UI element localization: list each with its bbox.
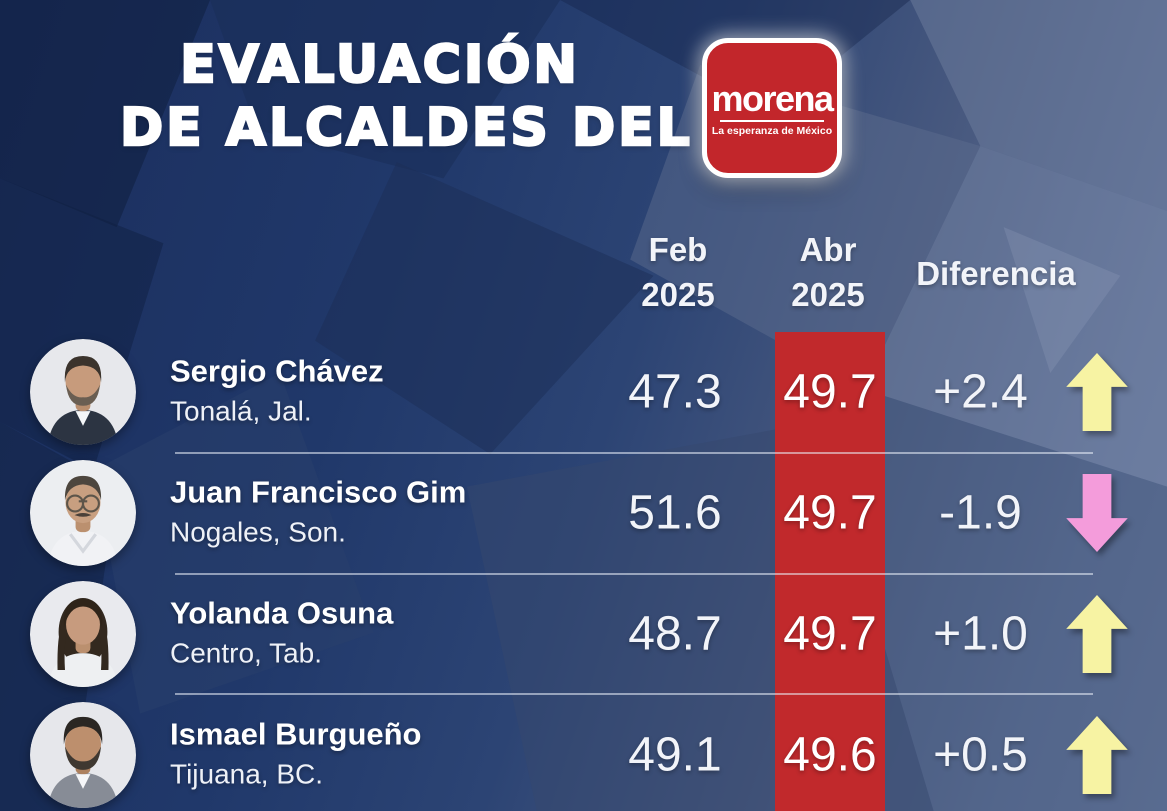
mayor-location: Nogales, Son. (170, 516, 346, 548)
morena-tagline: La esperanza de México (711, 125, 833, 137)
row-divider (175, 452, 1093, 454)
trend-arrow-icon (1066, 595, 1128, 673)
column-header-feb-line1: Feb (648, 231, 708, 268)
avatar-photo (30, 581, 136, 687)
table-row: Ismael Burgueño Tijuana, BC. 49.1 49.6 +… (0, 695, 1167, 811)
mayor-location: Centro, Tab. (170, 637, 323, 669)
trend-arrow-icon (1066, 474, 1128, 552)
trend-arrow-icon (1066, 353, 1128, 431)
logo-divider-line (720, 120, 824, 122)
abr-score: 49.7 (783, 607, 877, 661)
column-header-feb-line2: 2025 (641, 275, 715, 313)
column-header-abr-line2: 2025 (791, 275, 865, 313)
difference-value: -1.9 (939, 486, 1022, 540)
trend-arrow-icon (1066, 716, 1128, 794)
avatar-photo (30, 460, 136, 566)
difference-value: +1.0 (933, 607, 1028, 661)
mayor-info: Sergio Chávez Tonalá, Jal. (170, 354, 590, 428)
mayor-info: Ismael Burgueño Tijuana, BC. (170, 717, 590, 791)
person-portrait-graphic (30, 581, 136, 687)
abr-score: 49.6 (783, 728, 877, 782)
difference-value: +0.5 (933, 728, 1028, 782)
mayor-name: Yolanda Osuna (170, 595, 394, 631)
column-header-abr-line1: Abr (799, 231, 857, 268)
morena-logo: morena La esperanza de México (702, 38, 842, 178)
morena-wordmark: morena (711, 78, 834, 119)
abr-score: 49.7 (783, 365, 877, 419)
mayor-name: Juan Francisco Gim (170, 474, 467, 510)
person-portrait-graphic (30, 339, 136, 445)
row-divider (175, 693, 1093, 695)
mayor-location: Tijuana, BC. (170, 758, 324, 790)
column-header-abr-2025: Abr 2025 (748, 228, 908, 317)
feb-score: 51.6 (628, 486, 722, 540)
mayor-location: Tonalá, Jal. (170, 395, 312, 427)
table-row: Sergio Chávez Tonalá, Jal. 47.3 49.7 +2.… (0, 332, 1167, 452)
avatar-photo (30, 339, 136, 445)
mayor-name: Ismael Burgueño (170, 716, 422, 752)
row-divider (175, 573, 1093, 575)
table-row: Yolanda Osuna Centro, Tab. 48.7 49.7 +1.… (0, 574, 1167, 694)
column-header-diferencia: Diferencia (916, 255, 1076, 292)
column-header-feb-2025: Feb 2025 (598, 228, 758, 317)
mayor-info: Juan Francisco Gim Nogales, Son. (170, 475, 590, 549)
feb-score: 48.7 (628, 607, 722, 661)
mayor-name: Sergio Chávez (170, 353, 384, 389)
table-row: Juan Francisco Gim Nogales, Son. 51.6 49… (0, 453, 1167, 573)
feb-score: 47.3 (628, 365, 722, 419)
abr-score: 49.7 (783, 486, 877, 540)
difference-value: +2.4 (933, 365, 1028, 419)
avatar-photo (30, 702, 136, 808)
person-portrait-graphic (30, 702, 136, 808)
person-portrait-graphic (30, 460, 136, 566)
title-line-2: DE ALCALDES DEL (119, 97, 693, 160)
title-line-1: EVALUACIÓN (179, 34, 580, 97)
feb-score: 49.1 (628, 728, 722, 782)
mayor-info: Yolanda Osuna Centro, Tab. (170, 596, 590, 670)
page-title: EVALUACIÓN DE ALCALDES DEL (119, 34, 693, 161)
